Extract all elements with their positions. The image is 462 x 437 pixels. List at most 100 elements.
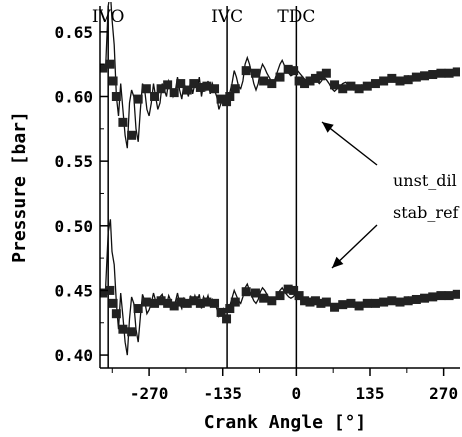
y-axis-title: Pressure [bar]: [9, 111, 30, 263]
data-point: [230, 84, 240, 94]
vline-label-ivc: IVC: [211, 7, 243, 27]
data-point: [169, 301, 179, 311]
data-point: [222, 314, 232, 324]
data-point: [156, 84, 166, 94]
data-point: [370, 298, 380, 308]
data-point: [169, 88, 179, 98]
x-tick-label: 0: [292, 384, 302, 403]
x-tick-label: 135: [356, 384, 385, 403]
data-point: [379, 297, 389, 307]
data-point: [111, 309, 121, 319]
data-point: [222, 97, 232, 107]
data-point: [370, 79, 380, 89]
data-point: [133, 304, 143, 314]
data-point: [354, 84, 364, 94]
data-point: [267, 296, 277, 306]
data-point: [189, 79, 199, 89]
data-point: [275, 72, 285, 82]
data-point: [275, 291, 285, 301]
vline-label-tdc: TDC: [277, 7, 315, 27]
data-point: [111, 92, 121, 101]
data-point: [210, 298, 220, 308]
x-tick-label: -135: [203, 384, 242, 403]
annotation-arrow-head: [322, 122, 334, 133]
data-point: [210, 84, 220, 94]
data-point: [150, 298, 160, 308]
data-point: [176, 79, 186, 89]
data-point: [250, 288, 260, 298]
axes: [99, 6, 460, 376]
data-point: [444, 68, 454, 78]
data-point: [100, 63, 108, 73]
y-tick-label: 0.45: [54, 281, 93, 300]
data-point: [300, 79, 310, 89]
data-point: [195, 82, 205, 92]
series-label-stab_ref: stab_ref: [393, 203, 460, 222]
data-point: [189, 296, 199, 306]
data-point: [420, 293, 430, 303]
data-point: [321, 297, 331, 307]
data-point: [395, 297, 405, 307]
y-tick-label: 0.55: [54, 152, 93, 171]
data-point: [300, 296, 310, 306]
annotation-arrow-head: [332, 256, 344, 268]
data-point: [316, 298, 326, 308]
data-point: [105, 59, 115, 69]
data-point: [202, 81, 212, 91]
data-point: [321, 68, 331, 78]
data-point: [241, 66, 251, 76]
data-point: [100, 288, 108, 298]
data-point: [267, 79, 277, 89]
data-point: [150, 92, 160, 101]
annotation-arrow-line: [321, 121, 378, 166]
data-point: [330, 80, 340, 90]
data-point: [338, 300, 348, 310]
data-point: [411, 72, 421, 82]
data-point: [118, 117, 128, 127]
data-point: [444, 291, 454, 301]
data-point: [283, 284, 293, 294]
data-point: [283, 64, 293, 74]
data-point: [141, 297, 151, 307]
data-point: [436, 68, 446, 78]
data-point: [294, 291, 304, 301]
data-point: [420, 71, 430, 81]
data-point: [195, 298, 205, 308]
series-line-stab_ref: [104, 219, 460, 356]
data-point: [289, 66, 299, 76]
data-point: [403, 75, 413, 85]
data-point: [202, 297, 212, 307]
data-point: [403, 296, 413, 306]
data-point: [105, 285, 115, 295]
plot-area: [100, 2, 460, 368]
series-label-unst_dil: unst_dil: [393, 171, 457, 190]
data-point: [362, 298, 372, 308]
data-point: [182, 298, 192, 308]
x-axis-title: Crank Angle [°]: [204, 412, 367, 433]
data-point: [310, 73, 320, 83]
data-point: [133, 94, 143, 104]
data-point: [156, 296, 166, 306]
data-point: [330, 302, 340, 312]
data-point: [338, 84, 348, 94]
data-point: [289, 285, 299, 295]
data-point: [216, 94, 226, 104]
x-tick-label: 270: [429, 384, 458, 403]
data-point: [182, 85, 192, 95]
data-point: [127, 130, 137, 140]
data-point: [436, 291, 446, 301]
data-point: [230, 297, 240, 307]
data-point: [294, 76, 304, 86]
data-point: [346, 298, 356, 308]
data-point: [163, 80, 173, 90]
data-point: [108, 76, 118, 86]
data-point: [379, 76, 389, 86]
data-point: [428, 70, 438, 80]
vline-label-ivo: IVO: [92, 7, 125, 27]
data-point: [225, 92, 235, 101]
x-tick-label: -270: [130, 384, 169, 403]
data-point: [395, 76, 405, 86]
data-point: [259, 293, 269, 303]
y-tick-label: 0.40: [54, 346, 93, 365]
